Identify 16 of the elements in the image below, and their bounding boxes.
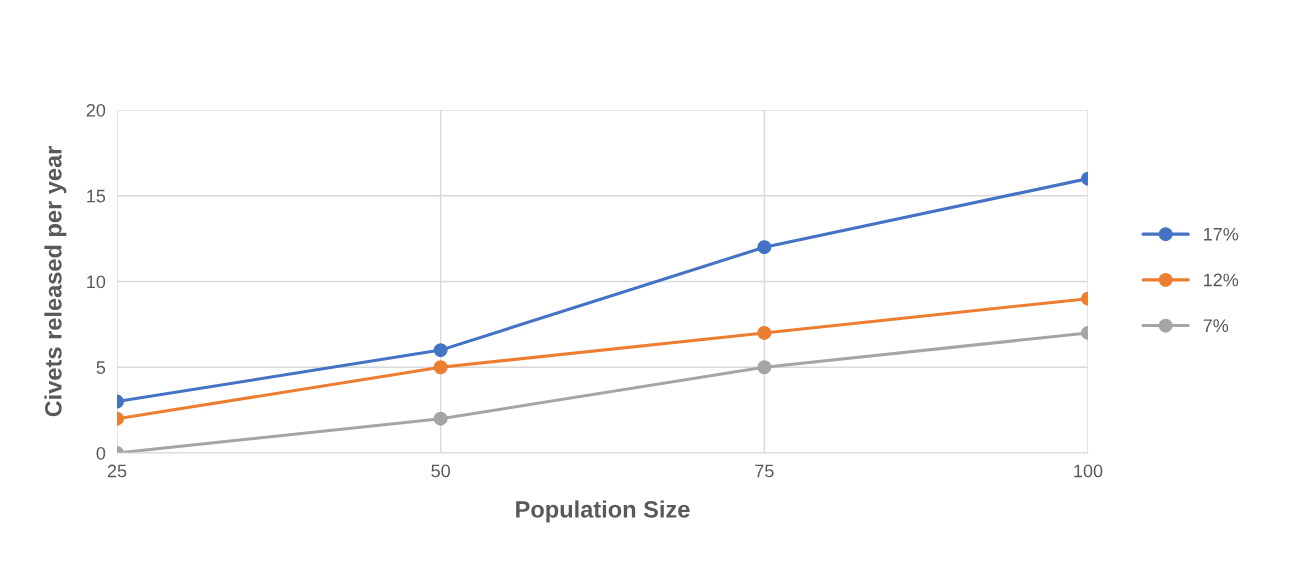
legend-label: 17%: [1204, 227, 1239, 241]
x-tick-label: 100: [1074, 464, 1103, 478]
x-axis-title: Population Size: [516, 500, 690, 523]
point: [433, 411, 448, 426]
y-tick-label: 15: [87, 189, 106, 203]
y-axis-title: Civets released per year: [44, 146, 67, 417]
x-tick-label: 25: [107, 464, 127, 478]
point: [757, 360, 772, 375]
legend-label: 7%: [1203, 319, 1229, 332]
x-tick-label: 50: [431, 464, 450, 478]
x-tick-label: 75: [755, 464, 774, 478]
legend-label: 12%: [1204, 273, 1239, 287]
y-tick-label: 20: [86, 103, 106, 117]
y-tick-label: 0: [96, 446, 106, 460]
y-tick-label: 10: [87, 275, 106, 289]
y-tick-label: 5: [96, 361, 106, 374]
